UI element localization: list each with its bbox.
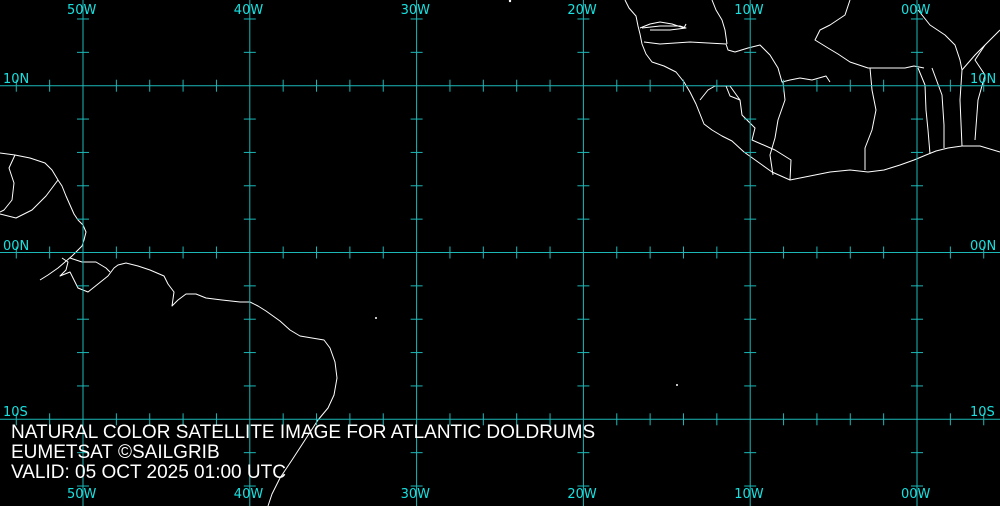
- island-dot: [676, 384, 678, 386]
- amapa-border: [0, 179, 59, 219]
- niger-border: [917, 9, 1000, 71]
- ghana-east-border: [917, 67, 931, 155]
- ghana-west-border: [864, 67, 877, 170]
- south-america-coast: [0, 152, 87, 281]
- meridian-label-top: 20W: [567, 3, 597, 18]
- meridian-label-top: 00W: [901, 3, 931, 18]
- nigeria-border: [974, 44, 986, 141]
- meridian-label-bottom: 30W: [400, 487, 430, 502]
- togo-border: [931, 67, 945, 148]
- caption-source: EUMETSAT ©SAILGRIB: [11, 442, 220, 463]
- meridian-label-bottom: 10W: [734, 487, 764, 502]
- guinea-border: [643, 41, 831, 83]
- meridian-label-top: 50W: [67, 3, 97, 18]
- burkina-border: [814, 0, 925, 69]
- meridian-label-top: 10W: [734, 3, 764, 18]
- africa-coast: [624, 0, 1000, 181]
- caption-valid-time: VALID: 05 OCT 2025 01:00 UTC: [11, 462, 286, 483]
- meridian-label-top: 30W: [400, 3, 430, 18]
- island-dot: [375, 317, 377, 319]
- amazon-channel: [69, 257, 111, 273]
- parallel-label-right: 10N: [970, 71, 997, 87]
- gambia-river: [641, 25, 687, 31]
- parallel-label-right: 00N: [970, 238, 997, 254]
- liberia-border: [699, 85, 792, 181]
- parallel-label-right: 10S: [970, 405, 995, 421]
- island-dot: [508, 0, 512, 3]
- caption-title: NATURAL COLOR SATELLITE IMAGE FOR ATLANT…: [11, 422, 596, 443]
- sierra-leone-border: [725, 85, 741, 101]
- french-guiana-border: [0, 154, 16, 213]
- parallel-label-left: 10N: [3, 71, 30, 87]
- meridian-label-bottom: 20W: [567, 487, 597, 502]
- benin-border: [959, 69, 963, 147]
- meridian-label-bottom: 50W: [67, 487, 97, 502]
- image-caption: NATURAL COLOR SATELLITE IMAGE FOR ATLANT…: [11, 423, 595, 483]
- meridian-label-bottom: 40W: [233, 487, 264, 502]
- amazon-delta: [59, 257, 338, 506]
- meridian-label-top: 40W: [233, 3, 264, 18]
- mali-border: [711, 0, 728, 45]
- parallel-label-left: 00N: [3, 238, 30, 254]
- parallel-label-left: 10S: [3, 405, 28, 421]
- ivory-coast-border: [769, 81, 786, 176]
- meridian-label-bottom: 00W: [901, 487, 931, 502]
